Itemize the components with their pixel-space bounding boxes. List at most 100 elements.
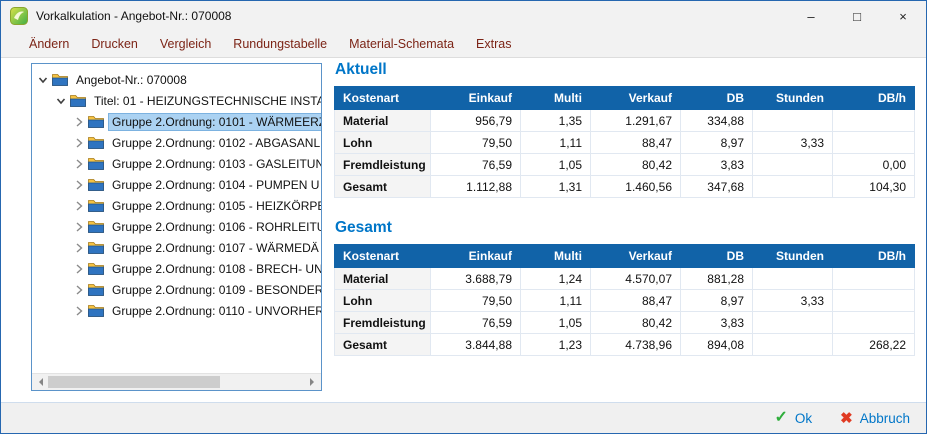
folder-icon bbox=[88, 199, 104, 212]
scroll-right-icon[interactable] bbox=[305, 374, 321, 390]
cell-stunden bbox=[752, 311, 833, 334]
col-verkauf: Verkauf bbox=[590, 244, 681, 268]
table-row-material: Material 956,79 1,35 1.291,67 334,88 bbox=[334, 109, 915, 132]
cell-multi: 1,23 bbox=[520, 333, 591, 356]
menu-item-material-schemata[interactable]: Material-Schemata bbox=[349, 37, 455, 51]
minimize-button[interactable]: – bbox=[807, 8, 815, 24]
tree-item-gruppe-0103[interactable]: Gruppe 2.Ordnung: 0103 - GASLEITUN bbox=[32, 153, 321, 174]
maximize-button[interactable]: □ bbox=[853, 8, 861, 24]
scrollbar-thumb[interactable] bbox=[48, 376, 220, 388]
cell-multi: 1,05 bbox=[520, 153, 591, 176]
chevron-right-icon[interactable] bbox=[72, 304, 86, 318]
tree-panel: Angebot-Nr.: 070008 Titel: 01 - HEIZUNGS… bbox=[31, 63, 322, 391]
chevron-right-icon[interactable] bbox=[72, 241, 86, 255]
scroll-left-icon[interactable] bbox=[32, 374, 48, 390]
tree-item-gruppe-0105[interactable]: Gruppe 2.Ordnung: 0105 - HEIZKÖRPE bbox=[32, 195, 321, 216]
col-multi: Multi bbox=[520, 86, 591, 110]
close-button[interactable]: × bbox=[899, 8, 907, 24]
table-row-gesamt: Gesamt 1.112,88 1,31 1.460,56 347,68 104… bbox=[334, 175, 915, 198]
cell-verkauf: 1.291,67 bbox=[590, 109, 681, 132]
cell-db: 8,97 bbox=[680, 131, 753, 154]
menu-item-vergleich[interactable]: Vergleich bbox=[159, 37, 212, 51]
horizontal-scrollbar[interactable] bbox=[32, 373, 321, 390]
chevron-right-icon[interactable] bbox=[72, 283, 86, 297]
tree-item-gruppe-0109[interactable]: Gruppe 2.Ordnung: 0109 - BESONDER bbox=[32, 279, 321, 300]
cell-kostenart: Lohn bbox=[334, 131, 431, 154]
col-stunden: Stunden bbox=[752, 244, 833, 268]
tree-item-label: Gruppe 2.Ordnung: 0102 - ABGASANL bbox=[112, 135, 321, 150]
chevron-down-icon[interactable] bbox=[54, 94, 68, 108]
menu-item-drucken[interactable]: Drucken bbox=[91, 37, 138, 51]
menu-item-extras[interactable]: Extras bbox=[476, 37, 512, 51]
col-dbh: DB/h bbox=[832, 86, 915, 110]
calculation-panel: Aktuell Kostenart Einkauf Multi Verkauf … bbox=[334, 59, 915, 356]
ok-label: Ok bbox=[794, 410, 813, 426]
tree-item-angebot[interactable]: Angebot-Nr.: 070008 bbox=[32, 69, 321, 90]
titlebar: Vorkalkulation - Angebot-Nr.: 070008 – □… bbox=[1, 1, 926, 31]
col-dbh: DB/h bbox=[832, 244, 915, 268]
chevron-right-icon[interactable] bbox=[72, 199, 86, 213]
table-row-fremdleistung: Fremdleistung 76,59 1,05 80,42 3,83 bbox=[334, 311, 915, 334]
folder-icon bbox=[88, 283, 104, 296]
cell-multi: 1,35 bbox=[520, 109, 591, 132]
ok-button[interactable]: ✓ Ok bbox=[774, 410, 812, 426]
table-row-material: Material 3.688,79 1,24 4.570,07 881,28 bbox=[334, 267, 915, 290]
folder-icon bbox=[88, 304, 104, 317]
tree-item-gruppe-0107[interactable]: Gruppe 2.Ordnung: 0107 - WÄRMEDÄ bbox=[32, 237, 321, 258]
menu-item-aendern[interactable]: Ändern bbox=[29, 37, 70, 51]
tree-item-gruppe-0102[interactable]: Gruppe 2.Ordnung: 0102 - ABGASANL bbox=[32, 132, 321, 153]
cell-db: 334,88 bbox=[680, 109, 753, 132]
folder-icon bbox=[70, 94, 86, 107]
tree-item-gruppe-0108[interactable]: Gruppe 2.Ordnung: 0108 - BRECH- UN bbox=[32, 258, 321, 279]
folder-icon bbox=[52, 73, 68, 86]
tree-item-titel-01[interactable]: Titel: 01 - HEIZUNGSTECHNISCHE INSTAL bbox=[32, 90, 321, 111]
cell-stunden bbox=[752, 267, 833, 290]
cell-stunden bbox=[752, 175, 833, 198]
chevron-right-icon[interactable] bbox=[72, 262, 86, 276]
table-header-row: Kostenart Einkauf Multi Verkauf DB Stund… bbox=[334, 244, 915, 268]
aktuell-table: Kostenart Einkauf Multi Verkauf DB Stund… bbox=[334, 86, 915, 198]
tree-item-label: Gruppe 2.Ordnung: 0107 - WÄRMEDÄ bbox=[112, 240, 319, 255]
cell-verkauf: 80,42 bbox=[590, 153, 681, 176]
col-einkauf: Einkauf bbox=[430, 86, 521, 110]
folder-icon bbox=[88, 241, 104, 254]
section-aktuell: Aktuell Kostenart Einkauf Multi Verkauf … bbox=[334, 61, 915, 198]
chevron-right-icon[interactable] bbox=[72, 136, 86, 150]
tree-item-label: Angebot-Nr.: 070008 bbox=[76, 72, 187, 87]
cell-stunden: 3,33 bbox=[752, 131, 833, 154]
section-title: Gesamt bbox=[335, 219, 392, 236]
tree-item-gruppe-0104[interactable]: Gruppe 2.Ordnung: 0104 - PUMPEN U bbox=[32, 174, 321, 195]
cell-verkauf: 80,42 bbox=[590, 311, 681, 334]
cell-einkauf: 3.688,79 bbox=[430, 267, 521, 290]
abbruch-label: Abbruch bbox=[859, 410, 910, 426]
cell-verkauf: 88,47 bbox=[590, 289, 681, 312]
tree-item-gruppe-0110[interactable]: Gruppe 2.Ordnung: 0110 - UNVORHER bbox=[32, 300, 321, 321]
tree-item-gruppe-0106[interactable]: Gruppe 2.Ordnung: 0106 - ROHRLEITU bbox=[32, 216, 321, 237]
col-db: DB bbox=[680, 244, 753, 268]
cell-kostenart: Fremdleistung bbox=[334, 311, 431, 334]
chevron-right-icon[interactable] bbox=[72, 220, 86, 234]
tree-item-label: Gruppe 2.Ordnung: 0109 - BESONDER bbox=[112, 282, 321, 297]
scrollbar-track[interactable] bbox=[48, 374, 305, 390]
chevron-right-icon[interactable] bbox=[72, 178, 86, 192]
tree-item-label: Gruppe 2.Ordnung: 0101 - WÄRMEERZ bbox=[108, 112, 321, 131]
cell-stunden bbox=[752, 333, 833, 356]
cell-stunden bbox=[752, 153, 833, 176]
window-controls: – □ × bbox=[788, 1, 926, 31]
cell-verkauf: 4.738,96 bbox=[590, 333, 681, 356]
cell-dbh bbox=[832, 289, 915, 312]
chevron-right-icon[interactable] bbox=[72, 157, 86, 171]
chevron-right-icon[interactable] bbox=[72, 115, 86, 129]
table-row-fremdleistung: Fremdleistung 76,59 1,05 80,42 3,83 0,00 bbox=[334, 153, 915, 176]
menu-item-rundungstabelle[interactable]: Rundungstabelle bbox=[233, 37, 328, 51]
cell-kostenart: Fremdleistung bbox=[334, 153, 431, 176]
abbruch-button[interactable]: ✖ Abbruch bbox=[840, 411, 910, 426]
chevron-down-icon[interactable] bbox=[36, 73, 50, 87]
table-row-lohn: Lohn 79,50 1,11 88,47 8,97 3,33 bbox=[334, 289, 915, 312]
tree-item-gruppe-0101[interactable]: Gruppe 2.Ordnung: 0101 - WÄRMEERZ bbox=[32, 111, 321, 132]
cell-dbh bbox=[832, 131, 915, 154]
folder-icon bbox=[88, 178, 104, 191]
cell-einkauf: 76,59 bbox=[430, 153, 521, 176]
app-icon bbox=[10, 7, 28, 25]
